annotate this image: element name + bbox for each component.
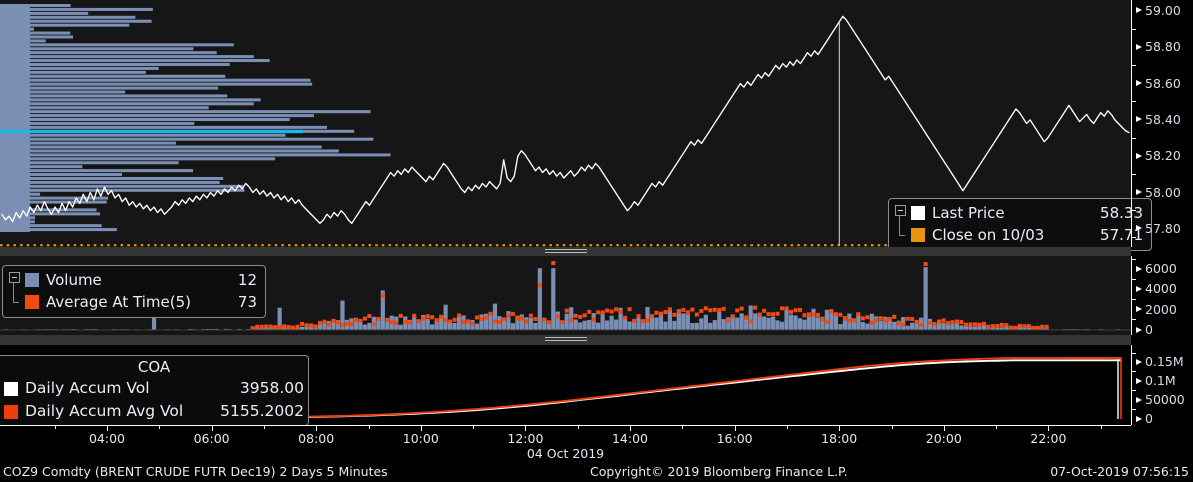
copyright-notice: Copyright© 2019 Bloomberg Finance L.P. <box>590 464 848 479</box>
time-axis-tick-minor <box>54 425 56 429</box>
axis-spine <box>1131 345 1132 425</box>
volume-plot-area[interactable] <box>0 256 1131 335</box>
time-axis-tick <box>839 425 841 431</box>
time-axis-tick-minor <box>996 425 998 429</box>
price-axis[interactable]: 59.00 58.80 58.60 58.40 58.20 58.00 57.80 <box>1131 0 1193 247</box>
time-axis-tick <box>525 425 527 431</box>
volume-legend-expander[interactable] <box>9 272 23 308</box>
time-axis-label: 10:00 <box>402 431 439 446</box>
orange-square-icon <box>911 228 925 242</box>
legend-value: 73 <box>237 293 257 311</box>
timestamp: 07-Oct-2019 07:56:15 <box>1050 464 1189 479</box>
time-axis[interactable]: 04 Oct 2019 04:00 06:00 08:00 10:00 12:00 14:… <box>0 425 1131 462</box>
time-axis-tick-minor <box>1100 425 1102 429</box>
security-description: COZ9 Comdty (BRENT CRUDE FUTR Dec19) 2 D… <box>3 464 388 479</box>
volume-legend[interactable]: Volume 12 Average At Time(5) 73 <box>2 265 266 318</box>
legend-row-daily-accum-avg-vol[interactable]: Daily Accum Avg Vol 5155.2002 <box>4 400 304 423</box>
legend-value: 5155.2002 <box>220 402 304 420</box>
status-bar: COZ9 Comdty (BRENT CRUDE FUTR Dec19) 2 D… <box>0 462 1193 482</box>
time-axis-label: 18:00 <box>821 431 858 446</box>
legend-row-close-on[interactable]: Close on 10/03 57.71 <box>911 224 1143 246</box>
price-legend-expander[interactable] <box>895 205 909 241</box>
axis-date-label: 04 Oct 2019 <box>526 446 605 461</box>
time-axis-tick-minor <box>368 425 370 429</box>
time-axis-tick <box>420 425 422 431</box>
time-axis-tick <box>943 425 945 431</box>
legend-label: Daily Accum Vol <box>25 379 150 397</box>
splitter-grip-icon[interactable] <box>544 337 587 342</box>
time-axis-tick <box>211 425 213 431</box>
time-axis-label: 14:00 <box>611 431 649 446</box>
legend-value: 57.71 <box>1100 226 1143 244</box>
tree-connector <box>899 215 900 236</box>
legend-row-daily-accum-vol[interactable]: Daily Accum Vol 3958.00 <box>4 377 304 400</box>
time-axis-tick-minor <box>682 425 684 429</box>
legend-label: Daily Accum Avg Vol <box>25 402 184 420</box>
legend-value: 58.33 <box>1100 204 1143 222</box>
accumulation-legend[interactable]: COA Daily Accum Vol 3958.00 Daily Accum … <box>0 355 309 426</box>
axis-spine <box>1131 256 1132 335</box>
legend-label: Average At Time(5) <box>46 293 191 311</box>
collapse-box-icon[interactable] <box>9 272 20 283</box>
orange-square-icon <box>25 295 39 309</box>
volume-axis[interactable]: 6000 4000 2000 0 <box>1131 256 1193 337</box>
time-axis-label: 16:00 <box>716 431 753 446</box>
time-axis-tick-minor <box>786 425 788 429</box>
time-axis-tick <box>316 425 318 431</box>
white-square-icon <box>911 206 925 220</box>
accumulation-legend-title: COA <box>137 358 171 376</box>
axis-spine <box>1131 0 1132 247</box>
time-axis-tick <box>1048 425 1050 431</box>
legend-row-volume[interactable]: Volume 12 <box>25 269 257 291</box>
white-square-icon <box>4 381 18 396</box>
time-axis-label: 12:00 <box>507 431 544 446</box>
time-axis-label: 04:00 <box>88 431 126 446</box>
tree-connector <box>13 282 14 303</box>
legend-label: Volume <box>46 271 102 289</box>
time-axis-label: 06:00 <box>193 431 230 446</box>
legend-row-average-at-time[interactable]: Average At Time(5) 73 <box>25 291 257 313</box>
price-chart-panel[interactable] <box>0 0 1131 247</box>
time-axis-tick <box>630 425 631 431</box>
time-axis-tick <box>107 425 108 431</box>
panel-splitter-1[interactable] <box>0 247 1131 256</box>
blue-square-icon <box>25 273 39 287</box>
tree-connector-branch <box>13 302 19 303</box>
time-axis-tick-minor <box>891 425 893 429</box>
legend-label: Last Price <box>932 204 1005 222</box>
time-axis-tick-minor <box>473 425 475 429</box>
price-plot-area[interactable] <box>0 0 1131 247</box>
legend-label: Close on 10/03 <box>932 226 1045 244</box>
time-axis-label: 22:00 <box>1030 431 1067 446</box>
splitter-grip-icon[interactable] <box>544 249 587 254</box>
collapse-box-icon[interactable] <box>895 205 906 216</box>
legend-value: 3958.00 <box>239 379 304 397</box>
time-axis-tick-minor <box>263 425 265 429</box>
legend-row-last-price[interactable]: Last Price 58.33 <box>911 202 1143 224</box>
price-legend[interactable]: Last Price 58.33 Close on 10/03 57.71 <box>888 198 1152 251</box>
tree-connector-branch <box>899 235 905 236</box>
time-axis-label: 08:00 <box>298 431 335 446</box>
time-axis-tick-minor <box>159 425 161 429</box>
accumulation-axis[interactable]: 0.15M 0.1M 50000 0 <box>1131 345 1193 426</box>
time-axis-label: 20:00 <box>925 431 962 446</box>
panel-splitter-2[interactable] <box>0 335 1131 345</box>
legend-value: 12 <box>237 271 257 289</box>
time-axis-tick-minor <box>577 425 579 429</box>
orange-square-icon <box>4 404 18 419</box>
time-axis-tick <box>734 425 736 431</box>
axis-spine <box>0 425 1131 426</box>
